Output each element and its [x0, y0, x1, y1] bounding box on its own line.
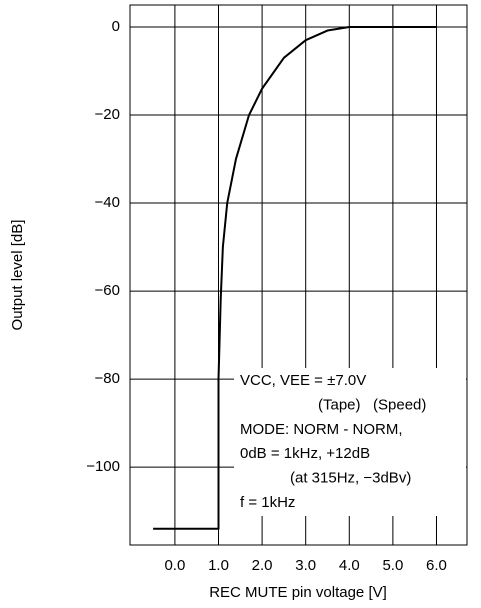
y-tick-label: −80 [95, 370, 120, 387]
annotation-background [234, 368, 466, 516]
x-axis-label: REC MUTE pin voltage [V] [209, 584, 387, 601]
y-tick-label: −40 [95, 194, 120, 211]
annotation: 0dB = 1kHz, +12dB [240, 445, 370, 462]
annotation: VCC, VEE = ±7.0V [240, 372, 366, 389]
x-tick-label: 6.0 [426, 557, 447, 574]
annotation: (Tape) (Speed) [318, 396, 426, 413]
plot-frame [129, 4, 468, 546]
y-tick-label: −100 [86, 458, 120, 475]
x-tick-label: 1.0 [208, 557, 229, 574]
x-tick-label: 4.0 [339, 557, 360, 574]
y-tick-label: 0 [112, 18, 120, 35]
x-tick-label: 2.0 [252, 557, 273, 574]
y-tick-label: −20 [95, 106, 120, 123]
x-tick-label: 0.0 [164, 557, 185, 574]
y-tick-label: −60 [95, 282, 120, 299]
annotation: MODE: NORM - NORM, [240, 421, 403, 438]
annotation: f = 1kHz [240, 494, 295, 511]
annotation: (at 315Hz, −3dBv) [290, 470, 411, 487]
y-axis-label: Output level [dB] [9, 220, 26, 331]
x-tick-label: 3.0 [295, 557, 316, 574]
x-tick-label: 5.0 [382, 557, 403, 574]
curve [153, 26, 437, 530]
